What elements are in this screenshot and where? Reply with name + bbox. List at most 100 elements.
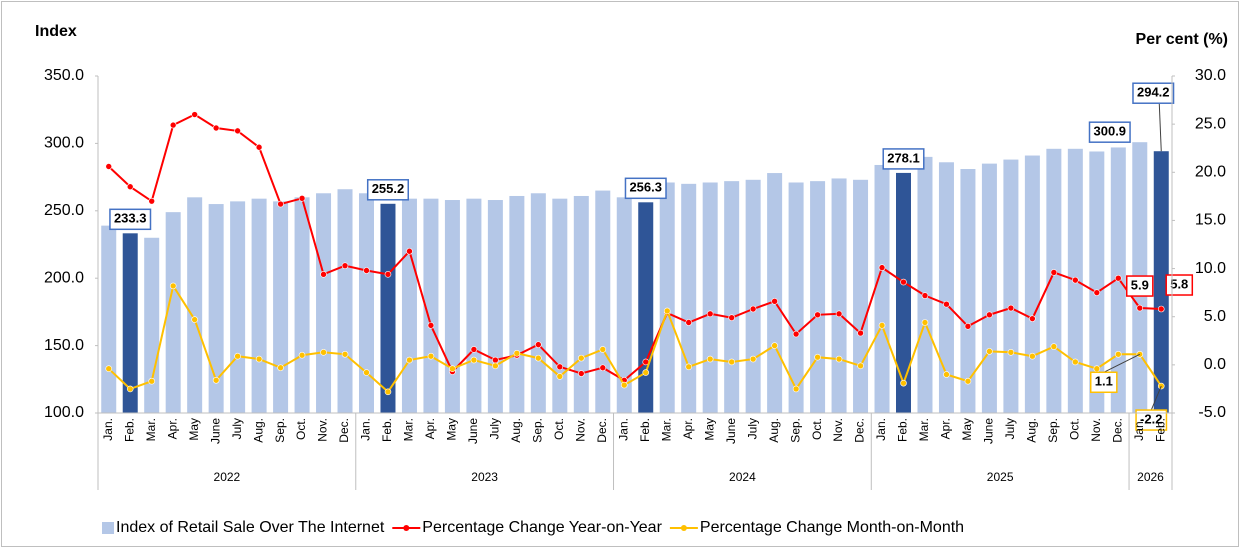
point xyxy=(341,262,349,269)
leader-line xyxy=(1150,385,1162,411)
bar xyxy=(1003,159,1019,413)
point xyxy=(255,143,263,151)
x-tick-label: Nov. xyxy=(831,418,845,442)
x-tick-label: June xyxy=(724,418,738,444)
x-tick-label: Jan. xyxy=(359,418,373,441)
point xyxy=(556,363,564,371)
data-label-box xyxy=(882,148,925,170)
x-tick-label: Feb. xyxy=(122,418,136,442)
x-tick-label: Feb. xyxy=(638,418,652,442)
point xyxy=(1050,269,1058,276)
point xyxy=(212,376,220,384)
x-tick-label: Dec. xyxy=(1110,418,1124,443)
data-label-text: 255.2 xyxy=(372,181,405,196)
data-label-box xyxy=(109,208,152,231)
point xyxy=(105,365,113,373)
point xyxy=(492,362,499,370)
data-label-text: 233.3 xyxy=(114,211,147,226)
point xyxy=(1093,365,1101,373)
point xyxy=(1029,352,1036,360)
x-group-label: 2024 xyxy=(729,470,756,484)
data-label: 1.1 xyxy=(1089,371,1118,394)
point xyxy=(212,124,220,132)
bar xyxy=(981,163,997,413)
point xyxy=(277,200,284,208)
point xyxy=(148,377,155,385)
point xyxy=(513,350,521,357)
bar xyxy=(273,201,289,413)
data-label-box xyxy=(1089,371,1118,394)
y2-axis-label: Per cent (%) xyxy=(1136,31,1228,48)
x-tick-label: Apr. xyxy=(681,418,695,439)
point xyxy=(900,278,907,286)
data-label: 5.8 xyxy=(1165,274,1194,296)
x-tick-label: Mar. xyxy=(917,418,931,441)
x-tick-label: Feb. xyxy=(1153,418,1167,442)
point xyxy=(427,352,435,360)
point xyxy=(298,194,306,202)
bar xyxy=(230,201,246,413)
point xyxy=(1007,304,1015,312)
bar xyxy=(788,182,804,413)
point xyxy=(728,314,735,321)
bar xyxy=(487,200,503,413)
data-label: -2.2 xyxy=(1135,409,1168,431)
point xyxy=(599,364,607,372)
y2-tick-label: 30.0 xyxy=(1195,67,1226,84)
point xyxy=(105,163,113,170)
x-tick-label: Apr. xyxy=(939,418,953,439)
bar xyxy=(122,233,138,413)
y-tick-label: 150.0 xyxy=(44,337,84,354)
x-group-label: 2022 xyxy=(214,470,241,484)
point xyxy=(320,349,327,356)
bar xyxy=(208,204,224,413)
bar xyxy=(1024,155,1040,414)
point xyxy=(234,127,241,135)
bar xyxy=(444,200,460,413)
bar xyxy=(681,183,697,413)
x-tick-label: Sep. xyxy=(788,418,802,443)
point xyxy=(535,341,542,348)
point xyxy=(363,369,370,376)
point xyxy=(857,362,864,370)
bar xyxy=(101,225,117,413)
x-tick-label: July xyxy=(488,418,502,439)
data-label-text: 256.3 xyxy=(629,180,662,195)
x-tick-label: May xyxy=(187,418,201,441)
point xyxy=(663,307,671,315)
y-axis-label: Index xyxy=(35,23,77,40)
point xyxy=(191,316,198,323)
x-tick-label: July xyxy=(230,418,244,439)
point xyxy=(835,355,843,363)
point xyxy=(1115,350,1122,358)
data-label-box xyxy=(1125,275,1154,297)
point xyxy=(556,373,564,380)
data-label-box xyxy=(1132,82,1175,104)
bar xyxy=(659,182,675,413)
data-label-box xyxy=(1088,121,1131,143)
bar xyxy=(573,195,589,413)
x-tick-label: Sep. xyxy=(273,418,287,443)
leader-line xyxy=(1103,353,1141,373)
legend-swatch xyxy=(680,525,687,531)
y2-tick-label: 15.0 xyxy=(1195,212,1226,229)
point xyxy=(384,388,392,396)
point xyxy=(1050,343,1058,350)
data-label: 233.3 xyxy=(109,208,152,231)
point xyxy=(298,351,306,359)
data-label: 300.9 xyxy=(1088,121,1131,143)
x-group-label: 2023 xyxy=(471,470,498,484)
x-tick-label: July xyxy=(1003,418,1017,439)
point xyxy=(1115,274,1122,282)
point xyxy=(255,355,263,363)
bar xyxy=(509,195,525,413)
y-tick-label: 300.0 xyxy=(44,135,84,152)
x-tick-label: Aug. xyxy=(509,418,523,443)
x-group-label: 2025 xyxy=(987,470,1014,484)
point xyxy=(577,370,585,377)
x-tick-label: Apr. xyxy=(423,418,437,439)
x-tick-label: Jan. xyxy=(101,418,115,441)
point xyxy=(341,350,349,358)
point xyxy=(792,330,800,338)
